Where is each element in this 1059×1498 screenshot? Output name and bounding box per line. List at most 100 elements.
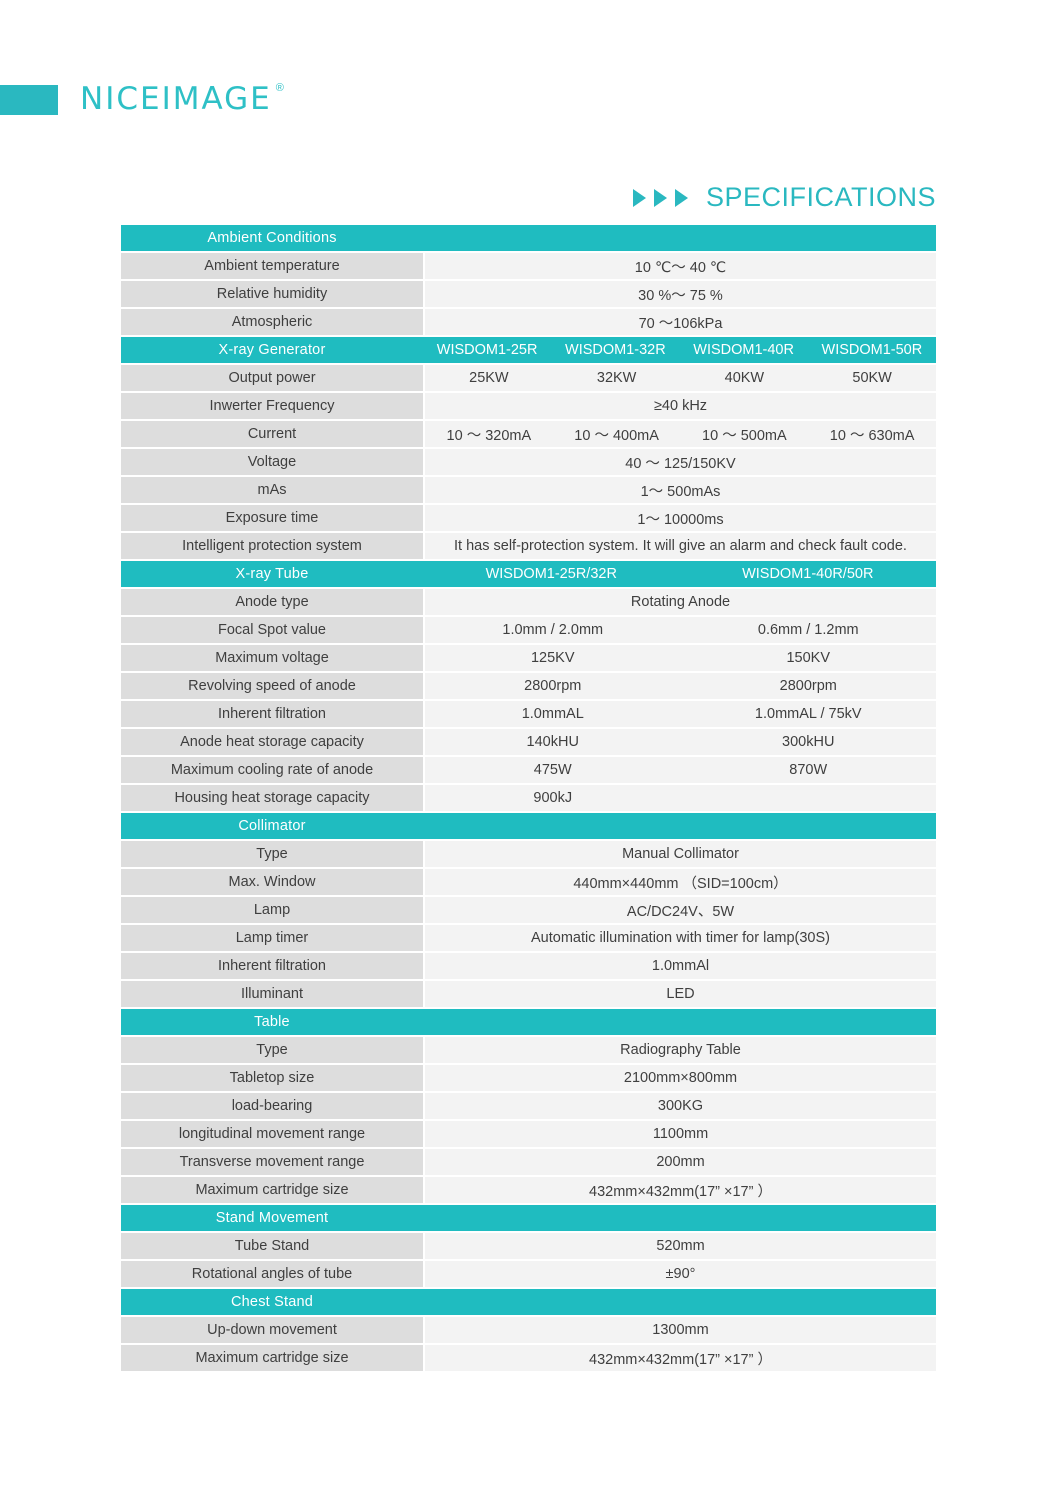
row-values: Radiography Table	[425, 1037, 936, 1063]
row-values: Automatic illumination with timer for la…	[425, 925, 936, 951]
row-value: AC/DC24V、5W	[626, 903, 735, 920]
row-label: Housing heat storage capacity	[121, 785, 423, 811]
section-header-row: Chest Stand	[121, 1289, 936, 1315]
row-value: 300KG	[657, 1098, 704, 1114]
row-values: 300KG	[425, 1093, 936, 1119]
row-values: 1300mm	[425, 1317, 936, 1343]
table-row: mAs 1〜 500mAs	[121, 477, 936, 503]
registered-trademark-icon: ®	[275, 82, 284, 94]
section-model-headers	[423, 225, 936, 251]
model-column-header: WISDOM1-25R/32R	[485, 566, 617, 582]
row-values: 1〜 500mAs	[425, 477, 936, 503]
section-header-row: X-ray Generator WISDOM1-25R WISDOM1-32R WIS…	[121, 337, 936, 363]
row-values: 30 %〜 75 %	[425, 281, 936, 307]
model-column-header: WISDOM1-40R/50R	[742, 566, 874, 582]
row-value: LED	[666, 986, 695, 1002]
arrow-right-icon-3	[674, 188, 688, 207]
row-label: Type	[121, 1037, 423, 1063]
row-value: 1.0mm / 2.0mm	[502, 622, 604, 638]
row-values: 2800rpm 2800rpm	[425, 673, 936, 699]
row-values: 475W 870W	[425, 757, 936, 783]
row-value: 475W	[533, 762, 572, 778]
row-label: mAs	[121, 477, 423, 503]
table-row: Current 10 〜 320mA 10 〜 400mA 10 〜 500mA 10 …	[121, 421, 936, 447]
section-header-row: Collimator	[121, 813, 936, 839]
row-value: 30 %〜 75 %	[638, 287, 723, 304]
table-row: Transverse movement range 200mm	[121, 1149, 936, 1175]
row-label: Maximum cooling rate of anode	[121, 757, 423, 783]
row-values: 1.0mmAl	[425, 953, 936, 979]
brand-logo: NICEIMAGE ®	[80, 80, 284, 118]
section-model-headers	[423, 1009, 936, 1035]
table-row: Maximum cartridge size 432mm×432mm(17” ×1…	[121, 1345, 936, 1371]
row-value: 1〜 500mAs	[640, 483, 721, 500]
row-value: 2800rpm	[779, 678, 837, 694]
table-row: Inwerter Frequency ≥40 kHz	[121, 393, 936, 419]
table-row: Tube Stand 520mm	[121, 1233, 936, 1259]
section-header-row: Table	[121, 1009, 936, 1035]
row-value: 520mm	[656, 1238, 705, 1254]
model-column-header: WISDOM1-32R	[565, 342, 666, 358]
section-header-row: Stand Movement	[121, 1205, 936, 1231]
row-values: Rotating Anode	[425, 589, 936, 615]
table-row: Exposure time 1〜 10000ms	[121, 505, 936, 531]
specifications-title-row: SPECIFICATIONS	[0, 182, 936, 213]
table-row: Anode heat storage capacity 140kHU 300kHU	[121, 729, 936, 755]
row-values: 40 〜 125/150KV	[425, 449, 936, 475]
row-values: 440mm×440mm （SID=100cm）	[425, 869, 936, 895]
row-values: 432mm×432mm(17” ×17” ）	[425, 1177, 936, 1203]
row-values: Manual Collimator	[425, 841, 936, 867]
row-value: 900kJ	[533, 790, 573, 806]
table-row: load-bearing 300KG	[121, 1093, 936, 1119]
section-model-headers	[423, 1205, 936, 1231]
section-header-row: X-ray Tube WISDOM1-25R/32R WISDOM1-40R/50R	[121, 561, 936, 587]
row-label: load-bearing	[121, 1093, 423, 1119]
row-label: Exposure time	[121, 505, 423, 531]
row-values: 1.0mm / 2.0mm 0.6mm / 1.2mm	[425, 617, 936, 643]
row-value: 1.0mmAL	[521, 706, 584, 722]
table-row: Lamp AC/DC24V、5W	[121, 897, 936, 923]
row-value: 440mm×440mm （SID=100cm）	[573, 875, 788, 892]
row-label: Inherent filtration	[121, 701, 423, 727]
row-label: Current	[121, 421, 423, 447]
table-row: longitudinal movement range 1100mm	[121, 1121, 936, 1147]
table-row: Maximum cooling rate of anode 475W 870W	[121, 757, 936, 783]
row-value: Radiography Table	[620, 1042, 741, 1058]
row-label: Ambient temperature	[121, 253, 423, 279]
row-value: 10 〜 320mA	[446, 427, 532, 444]
row-label: Inherent filtration	[121, 953, 423, 979]
section-title: X-ray Tube	[235, 566, 309, 582]
row-value	[681, 785, 937, 811]
logo-accent-block	[0, 85, 58, 115]
table-row: Illuminant LED	[121, 981, 936, 1007]
row-label: Anode type	[121, 589, 423, 615]
table-row: Lamp timer Automatic illumination with ti…	[121, 925, 936, 951]
row-values: 432mm×432mm(17” ×17” ）	[425, 1345, 936, 1371]
model-column-header: WISDOM1-25R	[436, 342, 538, 358]
section-model-headers: WISDOM1-25R/32R WISDOM1-40R/50R	[423, 561, 936, 587]
row-value: ±90°	[665, 1266, 696, 1282]
section-model-headers	[423, 1289, 936, 1315]
row-value: 10 〜 400mA	[574, 427, 659, 444]
row-value: 870W	[789, 762, 828, 778]
row-value: 1〜 10000ms	[637, 511, 724, 528]
row-value: It has self-protection system. It will g…	[454, 538, 907, 554]
row-values: It has self-protection system. It will g…	[425, 533, 936, 559]
row-label: Maximum cartridge size	[121, 1345, 423, 1371]
row-label: Maximum cartridge size	[121, 1177, 423, 1203]
row-value: Automatic illumination with timer for la…	[531, 930, 830, 946]
row-values: 900kJ	[425, 785, 936, 811]
row-values: 2100mm×800mm	[425, 1065, 936, 1091]
row-label: Type	[121, 841, 423, 867]
table-row: Revolving speed of anode 2800rpm 2800rpm	[121, 673, 936, 699]
row-value: 40 〜 125/150KV	[625, 455, 736, 472]
row-value: Manual Collimator	[622, 846, 739, 862]
row-label: Illuminant	[121, 981, 423, 1007]
row-label: Anode heat storage capacity	[121, 729, 423, 755]
section-title: Collimator	[238, 818, 306, 834]
table-row: Up-down movement 1300mm	[121, 1317, 936, 1343]
row-label: longitudinal movement range	[121, 1121, 423, 1147]
page-header: NICEIMAGE ®	[0, 0, 1059, 140]
row-value: 150KV	[786, 650, 831, 666]
row-label: Focal Spot value	[121, 617, 423, 643]
